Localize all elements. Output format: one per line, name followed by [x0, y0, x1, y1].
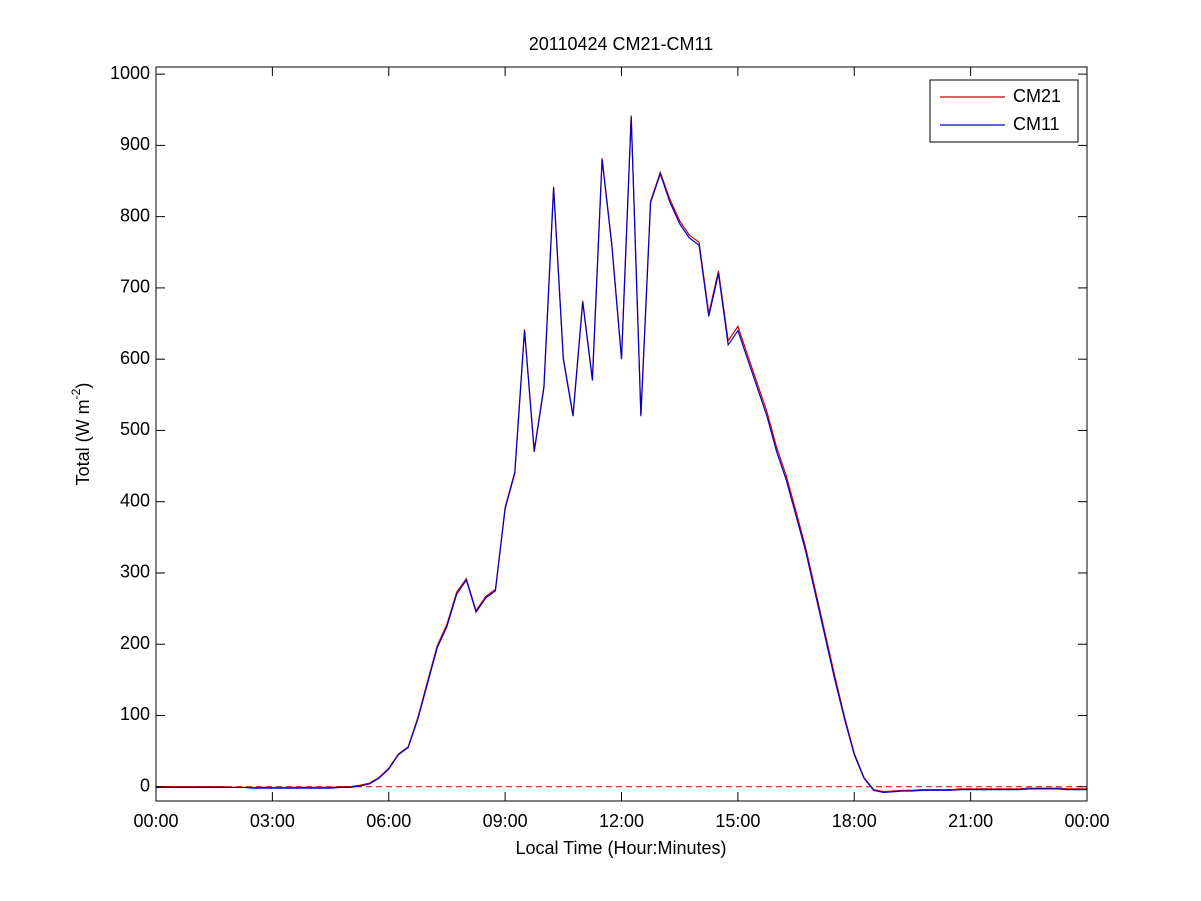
y-tick-label: 400 — [120, 490, 150, 510]
y-tick-label: 100 — [120, 704, 150, 724]
legend-label: CM21 — [1013, 86, 1061, 106]
x-tick-label: 03:00 — [250, 811, 295, 831]
legend-box — [929, 79, 1079, 143]
legend-label: CM11 — [1013, 114, 1060, 134]
y-label-part: Total (W m — [73, 399, 93, 485]
y-label-part: ) — [73, 383, 93, 389]
y-tick-label: 800 — [120, 205, 150, 225]
y-tick-label: 700 — [120, 277, 150, 297]
chart-title: 20110424 CM21-CM11 — [529, 34, 713, 54]
y-tick-label: 1000 — [110, 63, 150, 83]
x-tick-label: 18:00 — [832, 811, 877, 831]
x-tick-label: 12:00 — [599, 811, 644, 831]
y-label-sup: -2 — [69, 388, 83, 399]
y-tick-label: 300 — [120, 562, 150, 582]
x-axis-label: Local Time (Hour:Minutes) — [515, 838, 726, 858]
y-axis-label: Total (W m-2) — [69, 383, 93, 486]
x-tick-label: 21:00 — [948, 811, 993, 831]
series-line — [156, 116, 1087, 794]
x-tick-label: 09:00 — [483, 811, 528, 831]
x-tick-label: 00:00 — [1064, 811, 1109, 831]
x-tick-label: 00:00 — [133, 811, 178, 831]
x-tick-label: 06:00 — [366, 811, 411, 831]
y-tick-label: 600 — [120, 348, 150, 368]
x-tick-label: 15:00 — [715, 811, 760, 831]
y-tick-label: 900 — [120, 134, 150, 154]
y-tick-label: 0 — [140, 775, 150, 795]
y-tick-label: 200 — [120, 633, 150, 653]
y-tick-label: 500 — [120, 419, 150, 439]
